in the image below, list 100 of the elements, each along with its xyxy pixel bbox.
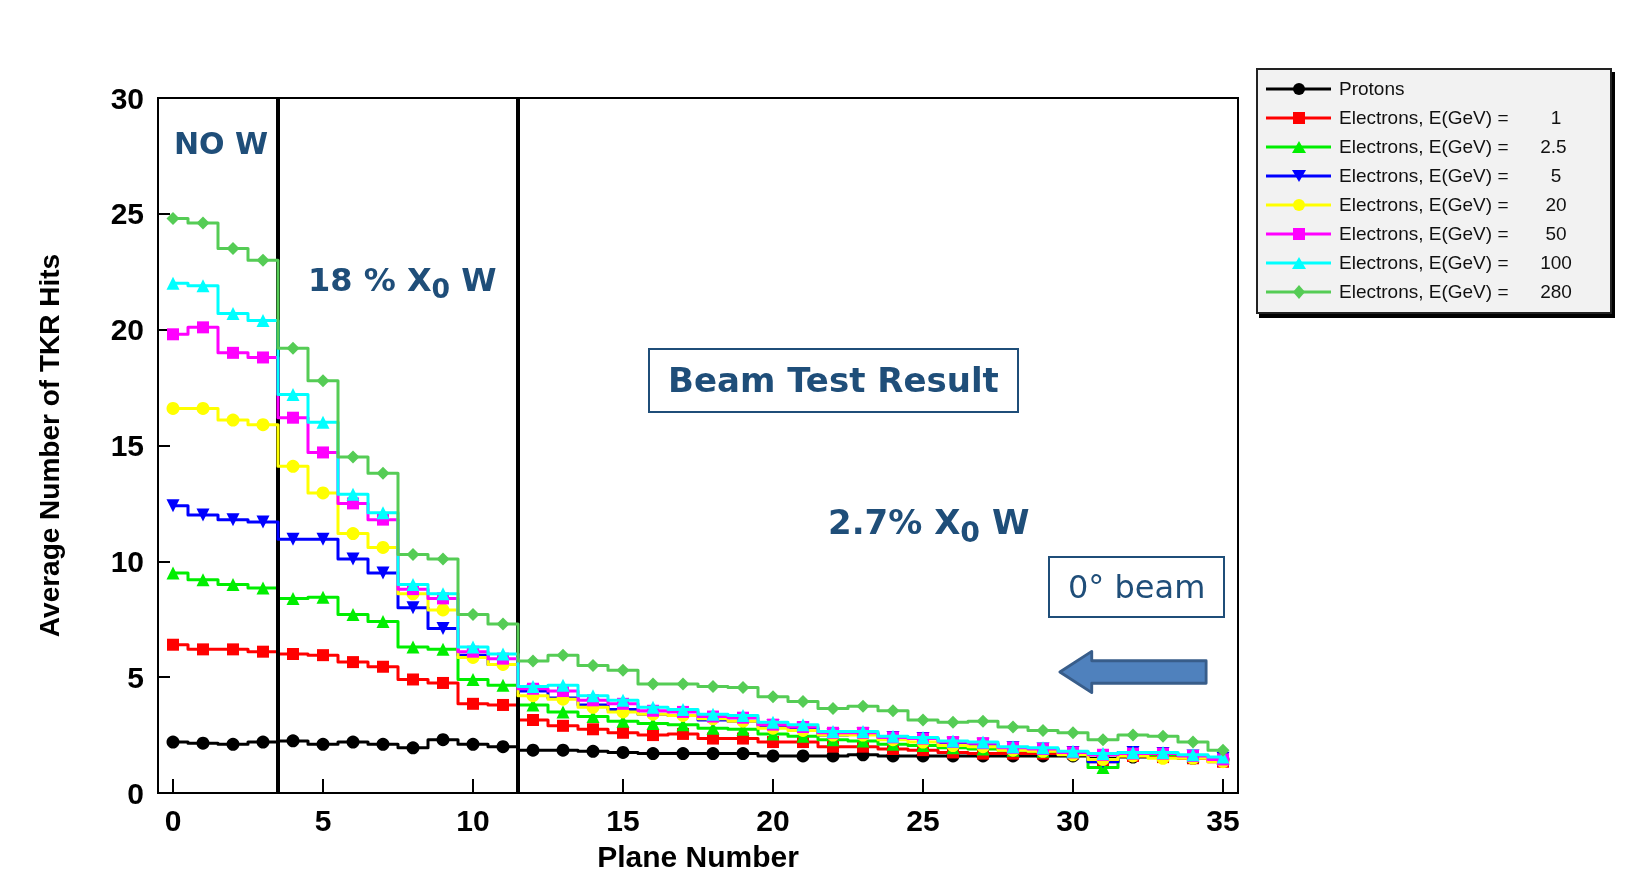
point bbox=[196, 573, 210, 587]
point bbox=[796, 749, 810, 763]
point bbox=[766, 749, 780, 763]
point bbox=[196, 279, 210, 293]
point bbox=[286, 591, 300, 605]
y-axis-title: Average Number of TKR Hits bbox=[33, 253, 65, 638]
point bbox=[256, 313, 270, 327]
point bbox=[256, 418, 270, 432]
point bbox=[196, 736, 210, 750]
x-tick-label: 25 bbox=[906, 803, 940, 837]
point bbox=[287, 411, 299, 424]
x-tick-label: 35 bbox=[1206, 803, 1240, 837]
point bbox=[436, 603, 450, 617]
point bbox=[556, 743, 570, 757]
point bbox=[226, 306, 240, 320]
point bbox=[226, 513, 240, 527]
point bbox=[166, 276, 180, 290]
point bbox=[376, 466, 390, 480]
point bbox=[166, 499, 180, 513]
legend-label: Electrons, E(GeV) = 20 bbox=[1339, 193, 1567, 216]
x-tick-label: 20 bbox=[756, 803, 790, 837]
point bbox=[406, 578, 420, 591]
point bbox=[556, 705, 570, 719]
point bbox=[436, 733, 450, 747]
point bbox=[586, 744, 600, 758]
point bbox=[167, 328, 179, 341]
point bbox=[766, 690, 780, 704]
point bbox=[167, 638, 179, 651]
point bbox=[286, 459, 300, 473]
point bbox=[467, 697, 479, 710]
point bbox=[196, 508, 210, 522]
point bbox=[856, 699, 870, 713]
point bbox=[736, 747, 750, 761]
point bbox=[436, 622, 450, 636]
y-tick-label: 15 bbox=[110, 429, 144, 462]
x-tick-label: 5 bbox=[314, 803, 332, 837]
point bbox=[736, 681, 750, 695]
point bbox=[166, 566, 180, 580]
point bbox=[226, 737, 240, 751]
point bbox=[556, 648, 570, 662]
point bbox=[226, 578, 240, 591]
point bbox=[616, 693, 630, 707]
y-tick-label: 5 bbox=[127, 660, 144, 694]
point bbox=[886, 704, 900, 718]
point bbox=[346, 527, 360, 541]
point bbox=[346, 735, 360, 749]
point bbox=[1066, 726, 1080, 740]
point bbox=[316, 415, 330, 429]
point bbox=[466, 672, 480, 686]
y-tick-label: 30 bbox=[110, 81, 144, 115]
point bbox=[1186, 735, 1200, 749]
y-tick-label: 20 bbox=[110, 313, 144, 347]
point bbox=[466, 608, 480, 622]
point bbox=[407, 673, 419, 686]
point bbox=[646, 677, 660, 691]
point bbox=[346, 608, 360, 622]
point bbox=[317, 649, 329, 662]
point bbox=[406, 601, 420, 615]
point bbox=[826, 701, 840, 715]
point bbox=[317, 446, 329, 459]
y-tick-label: 10 bbox=[110, 544, 144, 578]
point bbox=[286, 341, 300, 355]
point bbox=[676, 747, 690, 761]
x-tick-label: 30 bbox=[1056, 803, 1090, 837]
point bbox=[466, 640, 480, 654]
point bbox=[1216, 743, 1230, 757]
point bbox=[706, 679, 720, 693]
annotation: NO W bbox=[174, 126, 269, 162]
point bbox=[166, 735, 180, 749]
point bbox=[286, 532, 300, 546]
y-tick-label: 25 bbox=[110, 197, 144, 231]
point bbox=[256, 253, 270, 267]
point bbox=[287, 648, 299, 660]
x-axis-title: Plane Number bbox=[597, 839, 800, 873]
point bbox=[257, 645, 269, 658]
x-tick-label: 0 bbox=[164, 803, 182, 837]
point bbox=[556, 678, 570, 692]
point bbox=[526, 654, 540, 668]
point bbox=[1036, 723, 1050, 737]
point bbox=[616, 745, 630, 759]
annotation: 2.7% X$_{0}$ W bbox=[828, 502, 1030, 550]
x-tick-label: 10 bbox=[456, 803, 490, 837]
point bbox=[256, 735, 270, 749]
point bbox=[436, 552, 450, 566]
point bbox=[616, 663, 630, 677]
point bbox=[377, 660, 389, 673]
point bbox=[1126, 728, 1140, 742]
point bbox=[346, 450, 360, 464]
point bbox=[466, 737, 480, 751]
point bbox=[316, 590, 330, 604]
point bbox=[557, 719, 569, 732]
point bbox=[496, 740, 510, 754]
point bbox=[497, 698, 509, 711]
point bbox=[166, 401, 180, 415]
legend-label: Electrons, E(GeV) = 100 bbox=[1339, 251, 1572, 274]
annotation: 0° beam bbox=[1048, 556, 1226, 619]
y-tick-label: 0 bbox=[127, 776, 144, 810]
point bbox=[286, 388, 300, 402]
point bbox=[376, 506, 390, 520]
point bbox=[436, 587, 450, 601]
